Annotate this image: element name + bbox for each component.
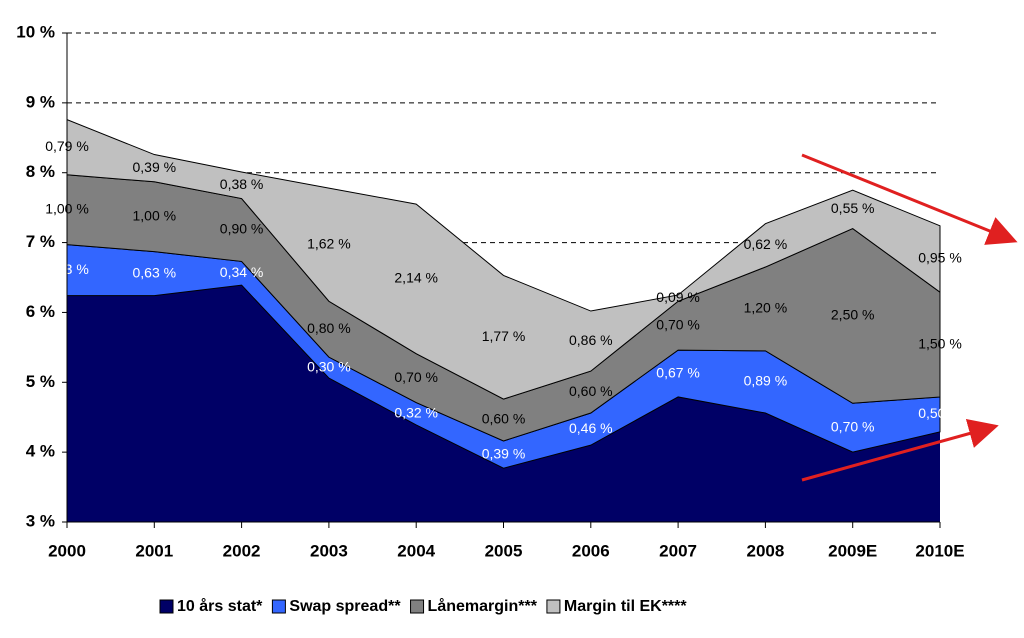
legend-label: Swap spread** bbox=[289, 598, 401, 615]
value-label: 1,00 % bbox=[133, 207, 177, 223]
legend-swatch bbox=[159, 599, 174, 614]
value-label: 1,77 % bbox=[482, 328, 526, 344]
legend: 10 års stat* Swap spread** Lånemargin*** Ma… bbox=[159, 597, 687, 615]
value-label: 0,34 % bbox=[220, 264, 264, 280]
y-tick-label: 6 % bbox=[26, 302, 55, 321]
y-tick-label: 3 % bbox=[26, 511, 55, 530]
value-label: 0,30 % bbox=[307, 358, 351, 374]
y-tick-label: 7 % bbox=[26, 232, 55, 251]
y-tick-label: 10 % bbox=[16, 22, 55, 41]
arrow-down bbox=[801, 153, 1018, 245]
legend-label: Margin til EK**** bbox=[564, 598, 687, 615]
value-label: 0,70 % bbox=[394, 369, 438, 385]
x-tick-label: 2006 bbox=[572, 541, 610, 560]
value-label: 0,09 % bbox=[656, 289, 700, 305]
value-label: 0,38 % bbox=[220, 176, 264, 192]
legend-label: 10 års stat* bbox=[177, 597, 263, 615]
value-label: 0,60 % bbox=[569, 383, 613, 399]
value-label: 0,62 % bbox=[744, 236, 788, 252]
legend-swatch bbox=[410, 599, 425, 614]
y-tick-label: 9 % bbox=[26, 92, 55, 111]
value-label: 0,32 % bbox=[394, 404, 438, 420]
value-label: 0,60 % bbox=[482, 411, 526, 427]
areas bbox=[66, 118, 941, 522]
legend-swatch bbox=[546, 599, 561, 614]
labels: 0,73 % 0,63 % 0,34 %0,30 %0,32 %0,39 %0,46… bbox=[45, 138, 962, 461]
value-label: 0,86 % bbox=[569, 332, 613, 348]
x-tick-label: 2002 bbox=[223, 541, 261, 560]
legend-swatch bbox=[271, 599, 286, 614]
area bbox=[66, 118, 941, 400]
y-tick-label: 8 % bbox=[26, 162, 55, 181]
y-tick-label: 4 % bbox=[26, 442, 55, 461]
value-label: 0,39 % bbox=[482, 445, 526, 461]
x-tick-label: 2003 bbox=[310, 541, 348, 560]
legend-label: Lånemargin*** bbox=[428, 597, 538, 615]
x-tick-label: 2005 bbox=[485, 541, 523, 560]
x-tick-label: 2007 bbox=[659, 541, 697, 560]
trend-arrows bbox=[801, 153, 1018, 482]
x-tick-label: 2004 bbox=[397, 541, 435, 560]
value-label: 0,70 % bbox=[656, 316, 700, 332]
x-tick-label: 2009E bbox=[828, 541, 877, 560]
arrow-up bbox=[801, 418, 999, 482]
value-label: 1,62 % bbox=[307, 235, 351, 251]
value-label: 1,50 % bbox=[918, 335, 962, 351]
value-label: 0,90 % bbox=[220, 221, 264, 237]
value-label: 0,50 % bbox=[918, 405, 962, 421]
x-tick-label: 2008 bbox=[746, 541, 784, 560]
value-label: 0,89 % bbox=[744, 373, 788, 389]
value-label: 0,80 % bbox=[307, 320, 351, 336]
x-tick-label: 2001 bbox=[135, 541, 173, 560]
value-label: 0,39 % bbox=[133, 159, 177, 175]
axes: 3 % 4 % 5 % 6 % 7 % 8 % 9 % 10 % 2000 2001 2002 200… bbox=[16, 22, 964, 560]
x-tick-label: 2010E bbox=[915, 541, 964, 560]
value-label: 0,46 % bbox=[569, 420, 613, 436]
value-label: 1,20 % bbox=[744, 300, 788, 316]
value-label: 0,95 % bbox=[918, 250, 962, 266]
value-label: 0,67 % bbox=[656, 364, 700, 380]
area bbox=[67, 285, 940, 522]
x-tick-label: 2000 bbox=[48, 541, 86, 560]
value-label: 2,50 % bbox=[831, 307, 875, 323]
value-label: 2,14 % bbox=[394, 270, 438, 286]
value-label: 0,63 % bbox=[133, 264, 177, 280]
value-label: 0,70 % bbox=[831, 418, 875, 434]
value-label: 0,55 % bbox=[831, 200, 875, 216]
y-tick-label: 5 % bbox=[26, 372, 55, 391]
